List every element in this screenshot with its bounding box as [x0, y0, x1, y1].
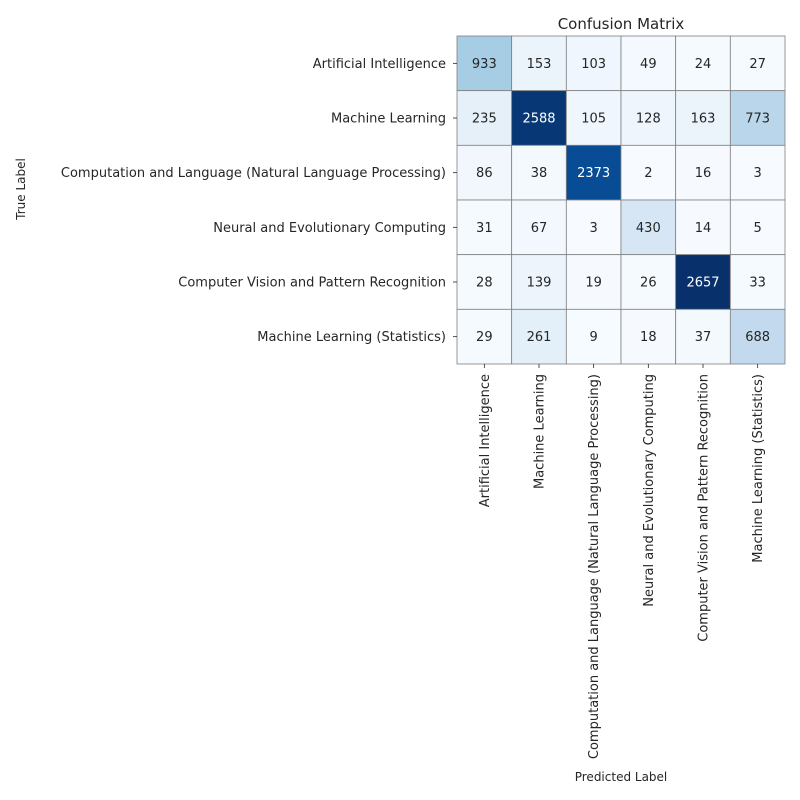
cell-value-label: 29 — [476, 330, 493, 345]
heatmap-cell — [511, 199, 567, 256]
heatmap-cell — [620, 35, 677, 92]
chart-title: Confusion Matrix — [558, 15, 685, 33]
heatmap-cell — [511, 90, 567, 146]
cell-value-label: 128 — [636, 112, 661, 127]
cell-value-label: 49 — [640, 57, 657, 72]
cell-value-label: 19 — [585, 276, 602, 291]
cell-value-label: 67 — [531, 221, 548, 236]
cell-value-label: 5 — [754, 221, 762, 236]
cell-value-label: 105 — [581, 112, 606, 127]
x-tick-label: Machine Learning — [533, 374, 548, 489]
cell-value-label: 86 — [476, 166, 493, 181]
heatmap-cell — [620, 254, 677, 310]
y-tick-labels: Artificial Intelligence Machine Learning C… — [61, 57, 457, 345]
x-tick-label: Neural and Evolutionary Computing — [642, 374, 657, 607]
heatmap-cell — [456, 308, 513, 365]
cell-value-label: 27 — [749, 57, 766, 72]
cell-value-label: 28 — [476, 276, 493, 291]
heatmap-cell — [729, 199, 786, 256]
heatmap-cell — [620, 199, 677, 256]
cell-value-label: 16 — [695, 166, 712, 181]
heatmap-cell — [511, 35, 567, 92]
cell-value-label: 3 — [590, 221, 598, 236]
x-tick-label: Artificial Intelligence — [478, 374, 493, 507]
heatmap-cell — [620, 90, 677, 146]
heatmap-cell — [456, 254, 513, 310]
heatmap-cell — [675, 144, 731, 201]
cell-value-label: 2 — [644, 166, 652, 181]
heatmap-cell — [456, 199, 513, 256]
heatmap-cell — [729, 308, 786, 365]
y-tick-label: Computation and Language (Natural Langua… — [61, 166, 446, 181]
x-axis-label: Predicted Label — [575, 770, 668, 784]
heatmap-cell — [729, 90, 786, 146]
cell-value-label: 2373 — [577, 166, 610, 181]
cell-value-label: 14 — [695, 221, 712, 236]
y-tick-label: Machine Learning — [331, 112, 446, 127]
cell-value-label: 933 — [472, 57, 497, 72]
x-tick-label: Computation and Language (Natural Langua… — [587, 374, 602, 759]
cell-value-label: 103 — [581, 57, 606, 72]
cell-value-label: 3 — [754, 166, 762, 181]
heatmap-cell — [565, 254, 622, 310]
cell-value-label: 153 — [527, 57, 552, 72]
heatmap-cell — [675, 199, 731, 256]
cell-value-label: 773 — [745, 112, 770, 127]
heatmap-cell — [565, 35, 622, 92]
x-tick-label: Machine Learning (Statistics) — [751, 374, 766, 563]
cell-value-label: 163 — [691, 112, 716, 127]
cell-value-label: 18 — [640, 330, 657, 345]
cell-value-label: 139 — [527, 276, 552, 291]
y-axis-label: True Label — [14, 158, 28, 221]
heatmap-cell — [729, 35, 786, 92]
heatmap-cell — [511, 144, 567, 201]
cell-value-label: 37 — [695, 330, 712, 345]
cell-value-label: 26 — [640, 276, 657, 291]
heatmap-cell — [620, 144, 677, 201]
x-tick-labels: Artificial Intelligence Machine Learning C… — [478, 364, 766, 759]
cell-value-label: 2588 — [522, 112, 555, 127]
y-tick-label: Artificial Intelligence — [313, 57, 446, 72]
cell-value-label: 688 — [745, 330, 770, 345]
y-tick-label: Computer Vision and Pattern Recognition — [178, 276, 446, 291]
cell-value-label: 38 — [531, 166, 548, 181]
heatmap-cells — [456, 35, 786, 365]
x-tick-label: Computer Vision and Pattern Recognition — [697, 374, 712, 642]
cell-value-label: 9 — [590, 330, 598, 345]
cell-value-label: 235 — [472, 112, 497, 127]
cell-value-label: 2657 — [686, 276, 719, 291]
cell-value-label: 31 — [476, 221, 493, 236]
cell-value-label: 33 — [749, 276, 766, 291]
heatmap-cell — [729, 144, 786, 201]
heatmap-cell — [675, 254, 731, 310]
heatmap-cell — [729, 254, 786, 310]
y-tick-label: Machine Learning (Statistics) — [257, 330, 446, 345]
heatmap-cell — [456, 35, 513, 92]
cell-value-label: 24 — [695, 57, 712, 72]
y-tick-label: Neural and Evolutionary Computing — [213, 221, 446, 236]
cell-value-label: 430 — [636, 221, 661, 236]
cell-value-label: 261 — [527, 330, 552, 345]
heatmap-cell — [565, 199, 622, 256]
